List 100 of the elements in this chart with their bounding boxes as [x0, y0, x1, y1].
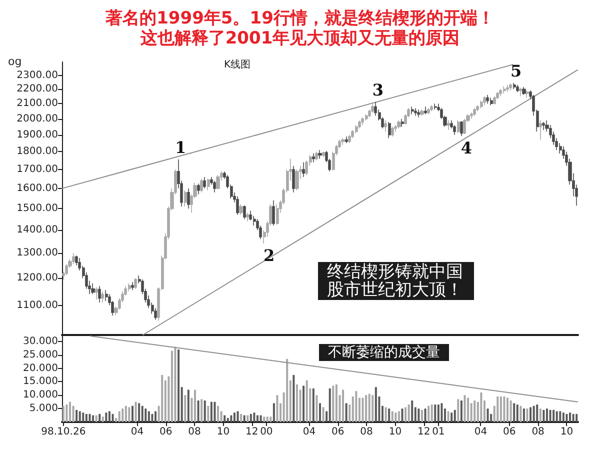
- y-tick-label: 25.000: [23, 349, 58, 360]
- bar: [328, 388, 331, 422]
- candlestick: [243, 205, 246, 220]
- candlestick: [424, 106, 427, 115]
- bar: [332, 386, 334, 422]
- bar: [151, 414, 154, 422]
- candlestick: [315, 151, 318, 161]
- bar: [263, 416, 266, 422]
- candlestick: [200, 178, 203, 193]
- bar: [270, 416, 272, 422]
- candlestick: [526, 90, 529, 98]
- candlestick: [361, 116, 364, 126]
- candlestick: [341, 138, 345, 146]
- x-tick-label: 00: [260, 426, 273, 438]
- candlestick: [101, 291, 104, 303]
- bar: [226, 418, 229, 422]
- bar: [78, 411, 81, 422]
- bar: [566, 414, 568, 422]
- candlestick: [345, 136, 348, 144]
- candlestick: [417, 109, 420, 118]
- bar: [306, 380, 308, 422]
- annotation: 5: [510, 61, 522, 80]
- candlestick: [486, 94, 489, 104]
- bar: [243, 415, 246, 422]
- bar: [197, 400, 200, 422]
- bar: [546, 408, 548, 422]
- candlestick: [365, 114, 368, 121]
- bar: [253, 412, 256, 422]
- bar: [424, 408, 426, 422]
- bar: [520, 406, 522, 422]
- bar: [170, 350, 173, 422]
- bar: [76, 410, 78, 422]
- x-tick-label: 04: [130, 426, 144, 438]
- annotation: 不断萎缩的成交量: [328, 344, 440, 360]
- bar: [496, 396, 499, 422]
- candlestick: [499, 88, 502, 97]
- candlestick: [463, 118, 466, 134]
- bar: [450, 412, 453, 422]
- bar: [401, 408, 404, 422]
- bar: [204, 400, 206, 422]
- x-tick-label: 06: [331, 426, 344, 438]
- candlestick: [318, 150, 322, 160]
- bar: [292, 374, 295, 422]
- x-tick-label: 06: [159, 426, 172, 438]
- x-tick-label: 10: [388, 426, 402, 438]
- candlestick: [128, 282, 131, 292]
- bar: [312, 388, 314, 422]
- bar: [464, 395, 466, 422]
- bar: [428, 406, 430, 422]
- candlestick: [542, 122, 545, 130]
- bar: [240, 414, 242, 422]
- chart-subtitle: 这也解释了2001年见大顶却又无量的原因: [139, 28, 460, 48]
- candlestick: [197, 183, 200, 195]
- bar: [552, 410, 555, 422]
- candlestick: [295, 169, 299, 191]
- candlestick: [203, 176, 206, 189]
- bar: [128, 407, 130, 422]
- bar: [437, 404, 440, 422]
- bar: [532, 406, 535, 422]
- y-tick-label: 15.000: [23, 376, 58, 388]
- bar: [256, 415, 258, 422]
- bar: [418, 408, 420, 422]
- candlestick: [239, 204, 243, 216]
- bar: [322, 407, 324, 422]
- candlestick: [473, 108, 476, 116]
- bar: [210, 402, 212, 422]
- bar: [296, 384, 298, 422]
- candlestick: [503, 86, 506, 94]
- y-tick-label: 1700.00: [16, 164, 58, 176]
- y-tick-label: 2200.00: [16, 84, 58, 95]
- bar: [184, 395, 186, 422]
- bar: [112, 414, 114, 422]
- bar: [260, 415, 262, 422]
- text: og: [8, 55, 22, 68]
- candlestick: [91, 282, 95, 295]
- bar: [88, 414, 91, 422]
- candlestick: [420, 109, 424, 116]
- bar: [266, 416, 268, 422]
- bar: [365, 395, 368, 422]
- y-tick-label: 2300.00: [16, 70, 58, 81]
- bar: [122, 408, 124, 422]
- bar: [161, 374, 164, 422]
- candlestick: [476, 104, 479, 112]
- bar: [272, 403, 275, 422]
- bar: [457, 399, 460, 422]
- bar: [92, 415, 94, 422]
- x-tick-label: 10: [560, 426, 574, 438]
- bar: [522, 408, 525, 422]
- bar: [236, 411, 239, 422]
- candlestick: [480, 100, 483, 109]
- candlestick: [184, 190, 187, 207]
- candlestick: [430, 104, 433, 112]
- x-tick-label: 04: [302, 426, 316, 438]
- bar: [398, 411, 400, 422]
- candlestick: [207, 178, 210, 191]
- candlestick: [187, 188, 190, 209]
- x-tick-label: 98.10.26: [41, 426, 86, 438]
- candlestick: [276, 204, 279, 225]
- candlestick: [72, 252, 75, 265]
- bar: [187, 390, 190, 422]
